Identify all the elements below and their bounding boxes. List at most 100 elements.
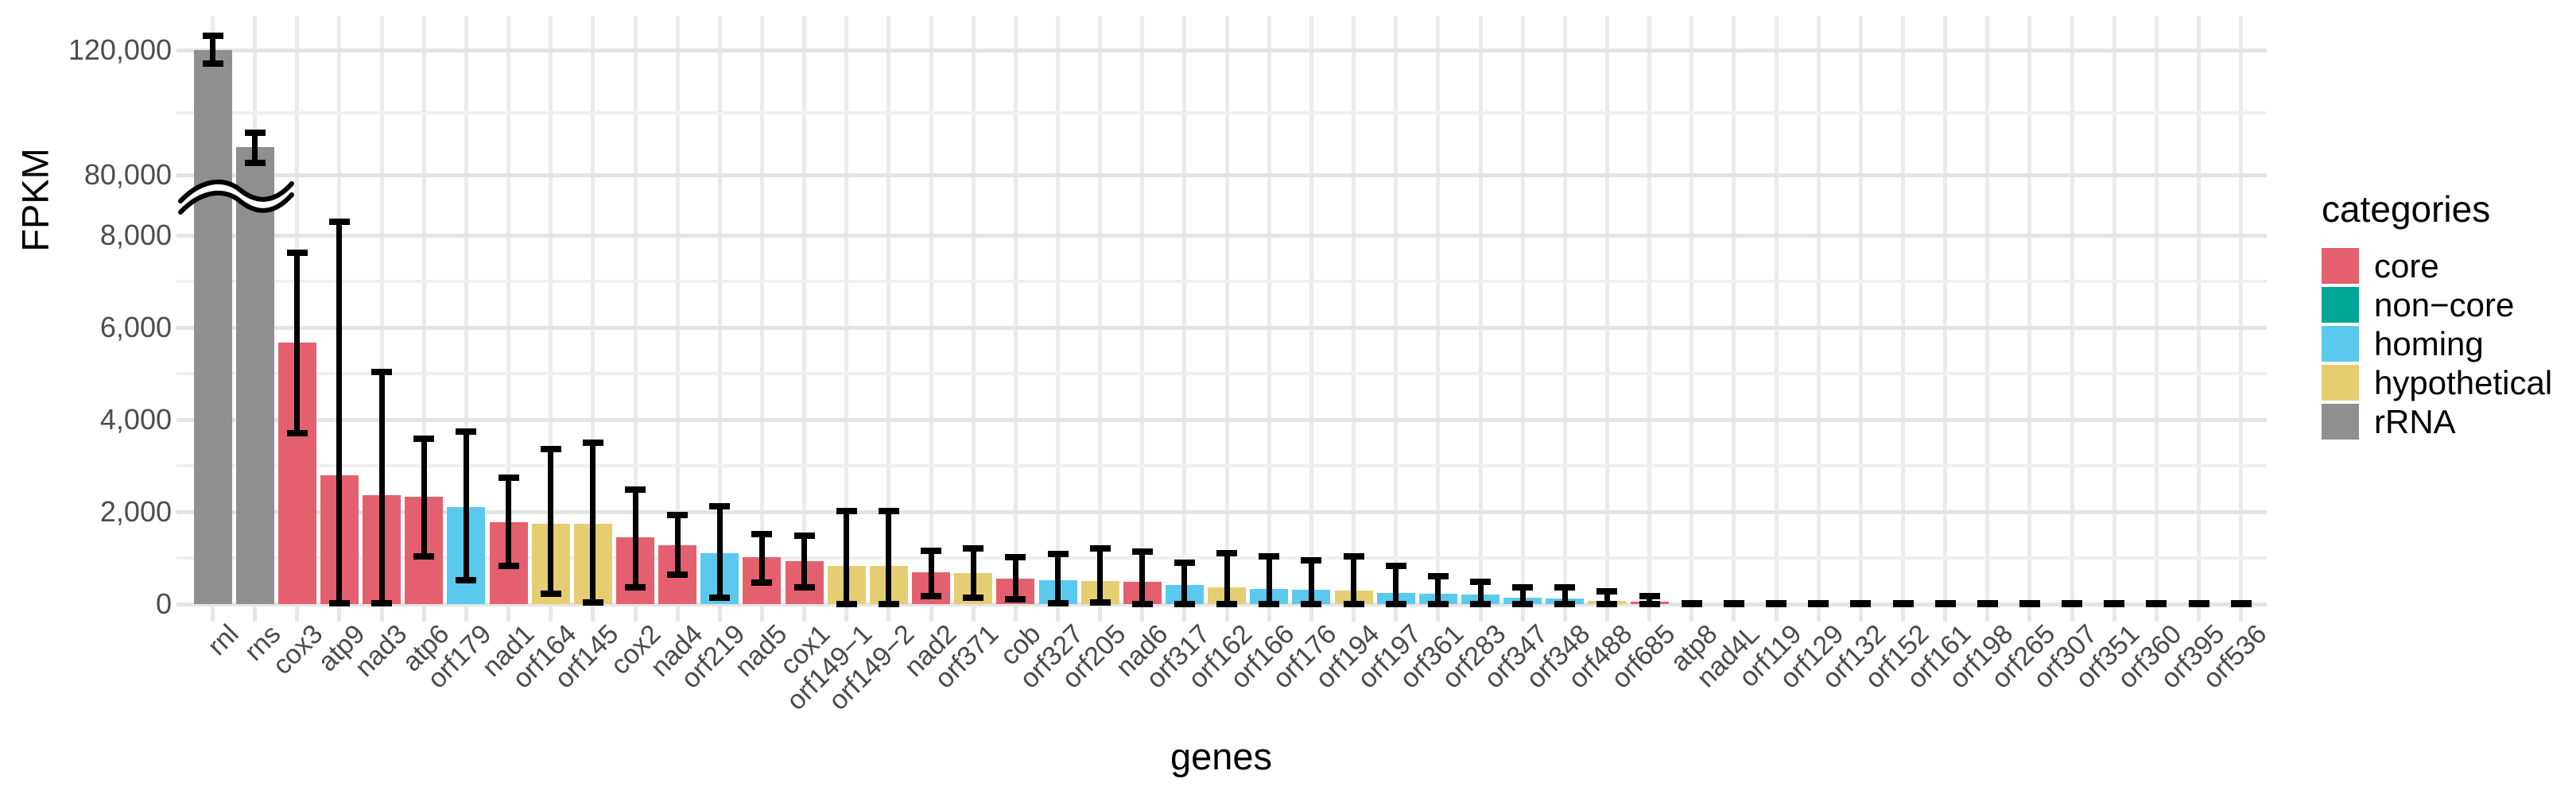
legend-item-non_core: non−core xyxy=(2322,286,2576,323)
error-bar-cap xyxy=(1174,601,1195,607)
error-bar-cap xyxy=(540,446,561,453)
error-bar-orf219 xyxy=(716,506,723,598)
zero-value-dash xyxy=(1977,600,1998,607)
error-bar-orf317 xyxy=(1181,563,1188,604)
x-axis-tick xyxy=(971,604,976,622)
error-bar-orf327 xyxy=(1055,553,1061,604)
vertical-gridline xyxy=(929,16,933,604)
x-axis-tick xyxy=(549,604,553,622)
legend-item-hypothetical: hypothetical xyxy=(2322,364,2576,401)
error-bar-cap xyxy=(582,440,603,446)
error-bar-cap xyxy=(793,533,815,540)
vertical-gridline xyxy=(2154,16,2159,604)
error-bar-cap xyxy=(540,590,561,597)
x-axis-tick xyxy=(421,604,426,622)
error-bar-nad1 xyxy=(506,477,512,567)
error-bar-atp9 xyxy=(336,222,343,603)
vertical-gridline xyxy=(2197,16,2202,604)
legend-swatch-core xyxy=(2322,248,2359,284)
vertical-gridline xyxy=(1774,16,1779,604)
legend-swatch-rRNA xyxy=(2322,404,2359,440)
vertical-gridline xyxy=(1690,16,1694,604)
error-bar-cap xyxy=(371,369,393,376)
legend-swatch-hypothetical xyxy=(2322,365,2359,401)
y-axis-tick-label: 120,000 xyxy=(68,33,172,66)
error-bar-cap xyxy=(836,507,857,514)
error-bar-cap xyxy=(1639,601,1660,607)
vertical-gridline xyxy=(1267,16,1271,604)
error-bar-cap xyxy=(963,595,984,602)
error-bar-rns xyxy=(252,132,258,164)
legend-item-core: core xyxy=(2322,247,2576,285)
error-bar-cap xyxy=(1385,563,1406,570)
x-axis-tick xyxy=(379,604,384,622)
error-bar-cap xyxy=(286,429,308,436)
vertical-gridline xyxy=(506,16,511,604)
error-bar-cap xyxy=(1259,601,1280,607)
error-bar-cap xyxy=(1131,548,1153,555)
vertical-gridline xyxy=(1056,16,1060,604)
x-axis-tick xyxy=(2027,604,2032,622)
error-bar-cap xyxy=(1005,554,1026,561)
x-axis-tick xyxy=(886,604,891,622)
x-axis-tick xyxy=(2112,604,2116,622)
horizontal-gridline-major xyxy=(177,509,2267,514)
vertical-gridline xyxy=(1732,16,1736,604)
error-bar-cap xyxy=(1554,601,1576,607)
vertical-gridline xyxy=(1520,16,1525,604)
x-axis-tick xyxy=(506,604,511,622)
error-bar-orf348 xyxy=(1562,587,1568,604)
error-bar-cap xyxy=(1427,573,1449,580)
zero-value-dash xyxy=(2062,600,2083,607)
horizontal-gridline-major xyxy=(177,172,2267,177)
x-axis-tick xyxy=(1436,604,1441,622)
error-bar-cap xyxy=(202,32,223,39)
error-bar-cox3 xyxy=(294,253,301,433)
horizontal-gridline-major xyxy=(177,233,2267,238)
legend-item-homing: homing xyxy=(2322,325,2576,362)
vertical-gridline xyxy=(2112,16,2116,604)
x-axis-tick xyxy=(1732,604,1736,622)
error-bar-cap xyxy=(667,571,689,579)
x-axis-tick xyxy=(464,604,468,622)
error-bar-cap xyxy=(836,601,857,607)
x-axis-tick xyxy=(211,604,215,622)
error-bar-cap xyxy=(1596,588,1618,595)
vertical-gridline xyxy=(1098,16,1103,604)
vertical-gridline xyxy=(717,16,722,604)
legend: categories core non−core homing hypothetica… xyxy=(2322,188,2576,443)
vertical-gridline xyxy=(802,16,807,604)
legend-swatch-homing xyxy=(2322,326,2359,362)
y-axis-title: FPKM xyxy=(14,148,56,252)
x-axis-tick xyxy=(1901,604,1905,622)
zero-value-dash xyxy=(2104,600,2125,607)
legend-items: core non−core homing hypothetical rRNA xyxy=(2322,247,2576,440)
x-axis-tick xyxy=(591,604,596,622)
vertical-gridline xyxy=(759,16,764,604)
x-axis-tick xyxy=(633,604,638,622)
x-axis-tick xyxy=(1098,604,1103,622)
error-bar-cap xyxy=(328,599,350,606)
error-bar-orf283 xyxy=(1477,581,1484,604)
x-axis-tick xyxy=(675,604,680,622)
vertical-gridline xyxy=(1182,16,1187,604)
bar-rns xyxy=(235,147,274,604)
vertical-gridline xyxy=(549,16,553,604)
error-bar-cap xyxy=(244,129,266,136)
error-bar-cap xyxy=(963,545,984,552)
x-axis-tick xyxy=(1267,604,1271,622)
error-bar-atp6 xyxy=(421,438,427,557)
error-bar-cap xyxy=(625,486,646,493)
y-axis-tick-label: 4,000 xyxy=(99,403,172,436)
zero-value-dash xyxy=(1850,600,1872,607)
error-bar-nad6 xyxy=(1139,551,1146,604)
error-bar-cap xyxy=(1343,601,1364,607)
error-bar-rnl xyxy=(210,35,215,64)
error-bar-cap xyxy=(1639,593,1660,600)
zero-value-dash xyxy=(1892,600,1914,607)
vertical-gridline xyxy=(844,16,849,604)
x-axis-title: genes xyxy=(1170,735,1273,777)
x-axis-tick xyxy=(2197,604,2202,622)
vertical-gridline xyxy=(1901,16,1905,604)
zero-value-dash xyxy=(1934,600,1956,607)
